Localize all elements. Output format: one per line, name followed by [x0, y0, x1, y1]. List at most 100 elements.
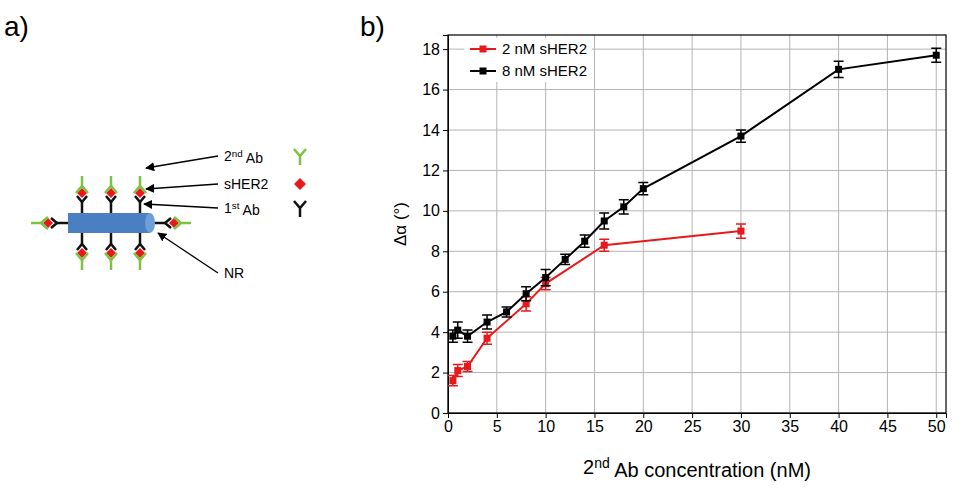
- tick-label: 8: [431, 243, 440, 260]
- marker: [449, 377, 456, 384]
- error-bar: [541, 269, 551, 285]
- tick-mark: [643, 413, 644, 418]
- tick-mark: [443, 170, 448, 171]
- tick-label: 4: [431, 324, 440, 341]
- legend: 2 nM sHER28 nM sHER2: [464, 38, 592, 82]
- tick-mark: [790, 413, 791, 418]
- panel-label: b): [360, 11, 385, 42]
- y-axis-title: Δα (°): [391, 202, 410, 246]
- error-bar: [736, 130, 746, 142]
- tick-mark: [936, 413, 937, 418]
- tick-label: 15: [586, 418, 604, 435]
- tick: 18: [422, 41, 448, 58]
- tick-label: 12: [422, 162, 440, 179]
- marker: [835, 66, 842, 73]
- tick: 15: [586, 413, 604, 435]
- tick-label: 25: [684, 418, 702, 435]
- tick-label: 45: [879, 418, 897, 435]
- marker: [737, 133, 744, 140]
- tick-label: 20: [635, 418, 653, 435]
- legend-label: 8 nM sHER2: [502, 62, 587, 79]
- tick: 10: [537, 413, 555, 435]
- error-bar: [736, 224, 746, 238]
- tick: 35: [781, 413, 799, 435]
- legend-swatch: [480, 46, 487, 53]
- legend-icon: [294, 178, 306, 190]
- marker: [620, 203, 627, 210]
- error-bar: [482, 315, 492, 329]
- tick-mark: [443, 251, 448, 252]
- marker: [454, 327, 461, 334]
- series: [448, 48, 941, 342]
- error-bar: [638, 183, 648, 195]
- tick-mark: [443, 130, 448, 131]
- tick: 10: [422, 202, 448, 219]
- nanorod: [68, 213, 150, 233]
- marks: [448, 48, 941, 386]
- error-bar: [580, 235, 590, 247]
- tick-mark: [839, 413, 840, 418]
- antibody-assembly: [134, 233, 146, 270]
- series: [448, 224, 746, 386]
- tick-mark: [443, 373, 448, 374]
- antibody-assembly: [31, 217, 68, 229]
- tick: 14: [422, 122, 448, 139]
- tick: 45: [879, 413, 897, 435]
- marker: [601, 217, 608, 224]
- marker: [581, 238, 588, 245]
- grid-line: [448, 170, 946, 171]
- marker: [601, 242, 608, 249]
- grid-line: [643, 35, 644, 413]
- diagram-label: sHER2: [224, 176, 269, 192]
- tick-mark: [443, 211, 448, 212]
- diagram: 2nd AbsHER21st AbNR: [31, 148, 306, 281]
- tick-mark: [594, 413, 595, 418]
- x-axis-title: 2nd Ab concentration (nM): [583, 455, 811, 481]
- tick-mark: [887, 413, 888, 418]
- error-bar: [521, 287, 531, 301]
- grid-line: [448, 251, 946, 252]
- tick: 12: [422, 162, 448, 179]
- tick: 40: [830, 413, 848, 435]
- series-line: [453, 231, 741, 381]
- tick: 6: [431, 283, 448, 300]
- y-axis: 024681012141618: [422, 36, 448, 422]
- tick-label: 2: [431, 364, 440, 381]
- tick: 2: [431, 364, 448, 381]
- tick-mark: [497, 413, 498, 418]
- tick-label: 10: [537, 418, 555, 435]
- grid-line: [448, 332, 946, 333]
- antibody-assembly: [105, 176, 117, 213]
- tick-label: 10: [422, 202, 440, 219]
- nanorod-cap: [145, 213, 155, 233]
- diagram-label: NR: [224, 265, 244, 281]
- arrow: [158, 233, 218, 273]
- error-bar: [463, 330, 473, 342]
- marker: [484, 335, 491, 342]
- error-bar: [834, 61, 844, 77]
- marker: [933, 52, 940, 59]
- error-bar: [502, 307, 512, 317]
- marker: [737, 228, 744, 235]
- error-bar: [463, 361, 473, 371]
- tick-label: 0: [444, 418, 453, 435]
- marker: [464, 333, 471, 340]
- grid-line: [594, 35, 595, 413]
- tick: 20: [635, 413, 653, 435]
- tick-mark: [443, 90, 448, 91]
- grid: [448, 35, 946, 413]
- panel-label: a): [4, 11, 29, 42]
- figure: a)b)2nd AbsHER21st AbNR05101520253035404…: [0, 0, 959, 492]
- grid-line: [496, 35, 497, 413]
- legend-icon: [294, 149, 306, 165]
- tick-label: 14: [422, 122, 440, 139]
- diagram-label: 1st Ab: [224, 200, 260, 218]
- arrow: [146, 156, 218, 168]
- error-bar: [931, 48, 941, 62]
- marker: [542, 274, 549, 281]
- grid-line: [838, 35, 839, 413]
- marker: [484, 319, 491, 326]
- tick-label: 40: [830, 418, 848, 435]
- tick-mark: [546, 413, 547, 418]
- tick: 4: [431, 324, 448, 341]
